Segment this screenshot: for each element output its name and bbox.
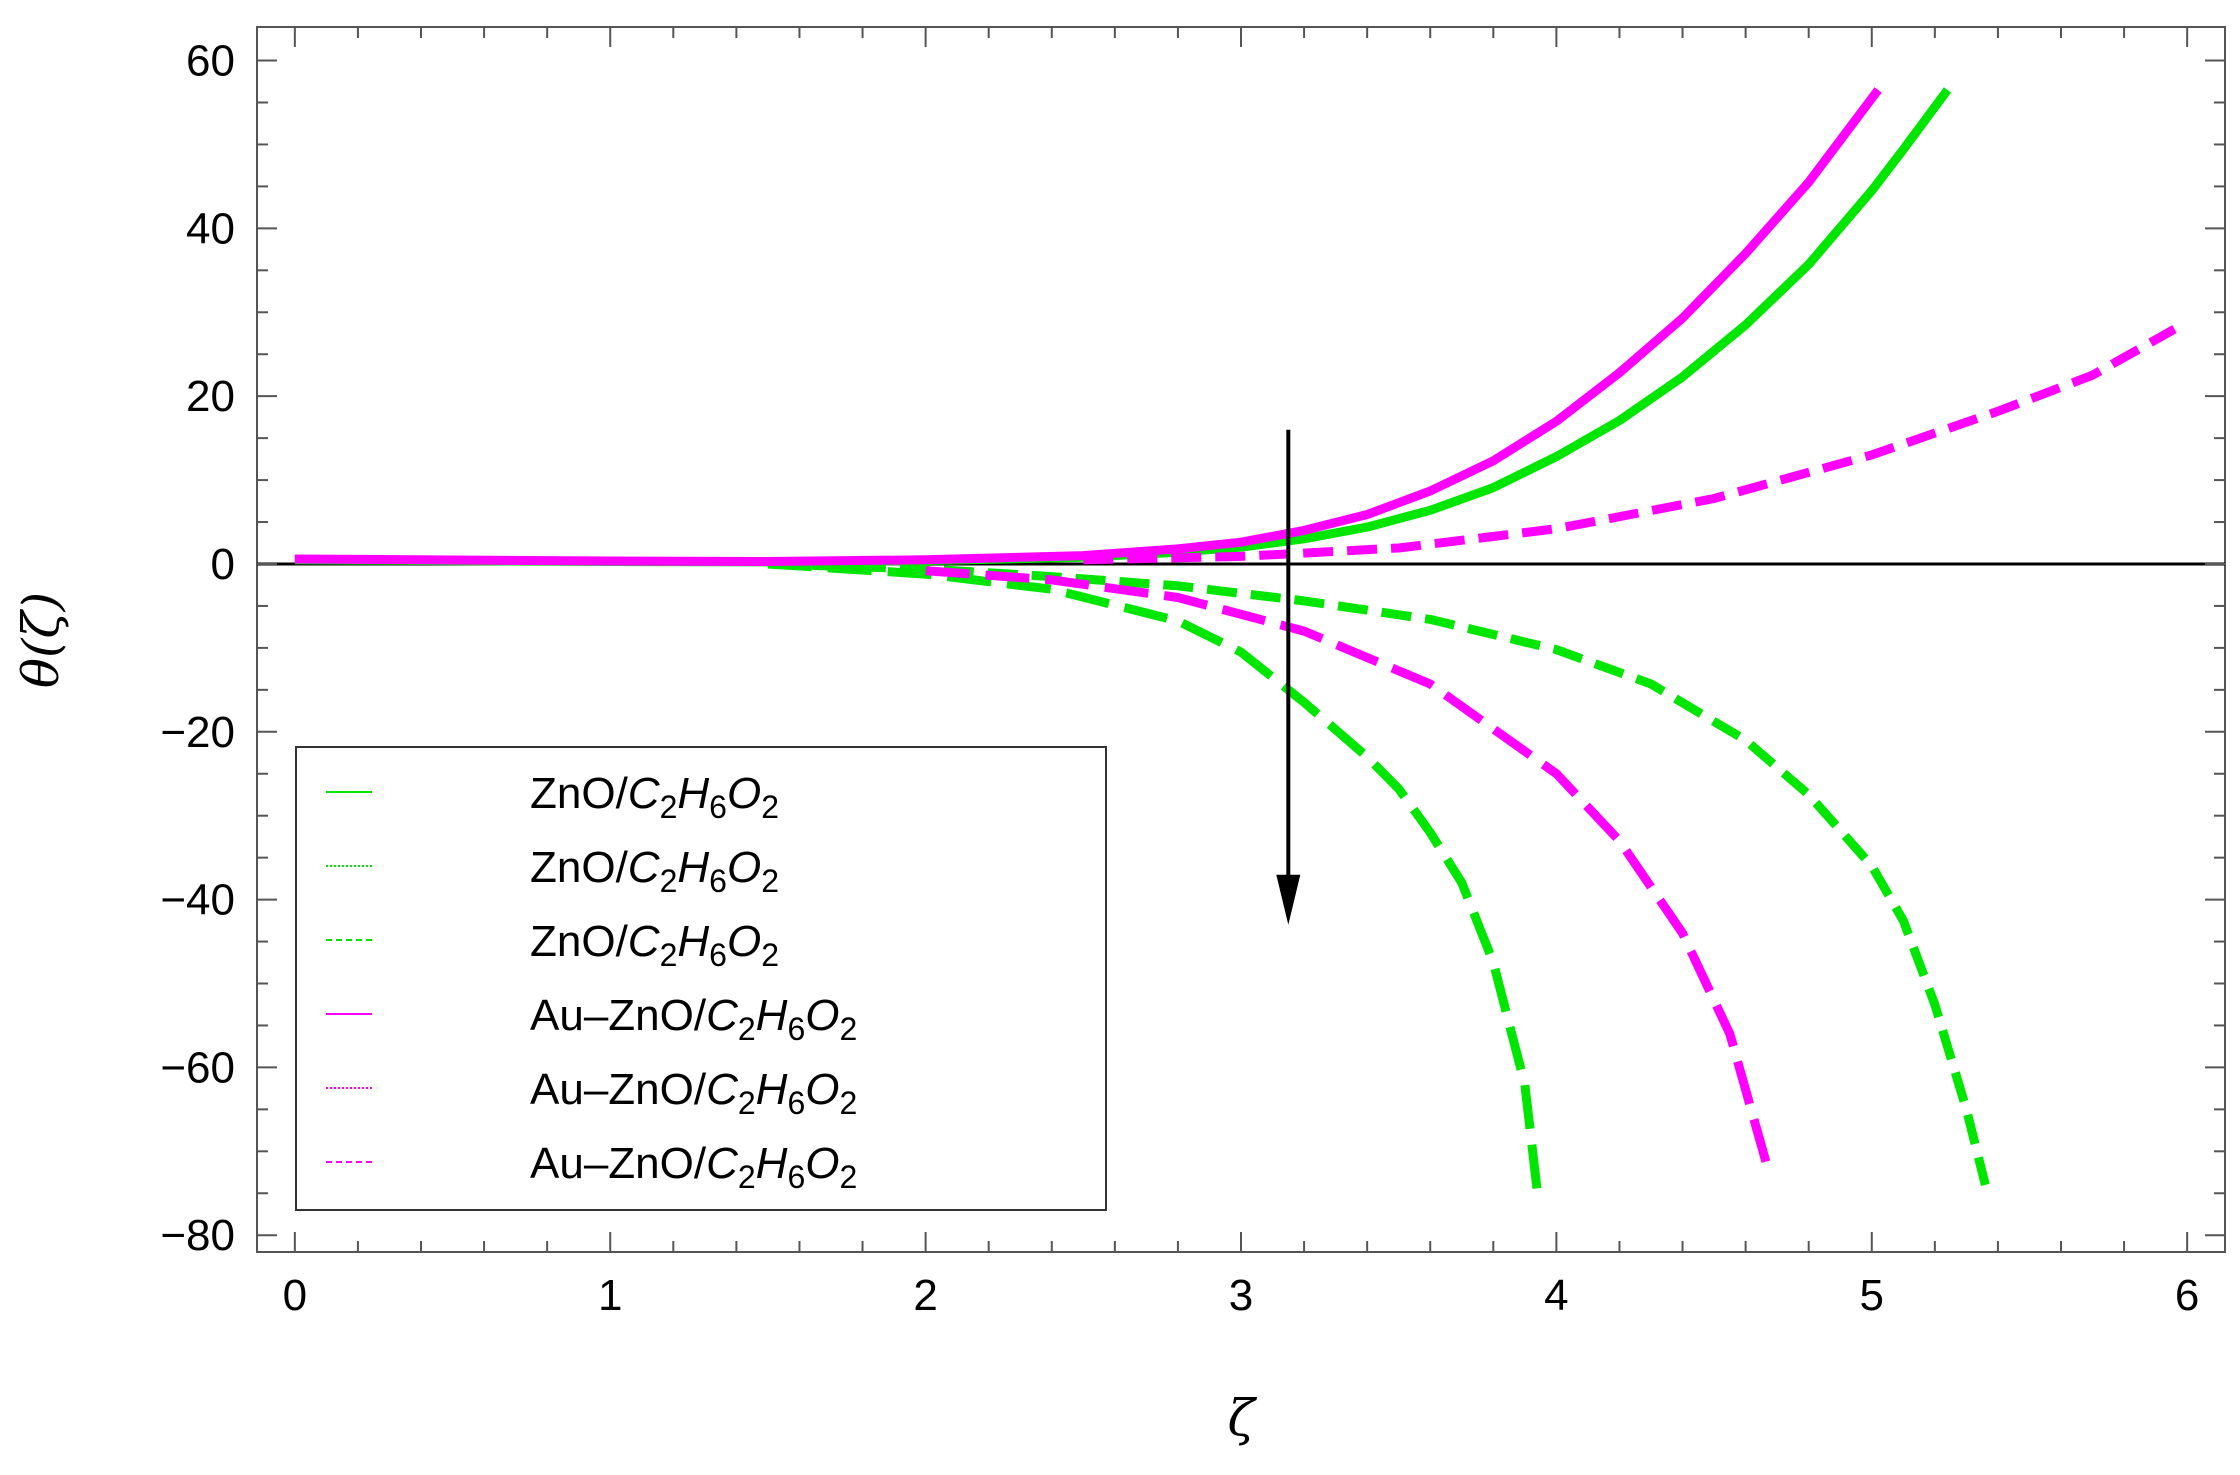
y-tick-label: 20 [186,372,235,421]
y-tick-label: 0 [211,540,235,589]
y-axis-title: θ(ζ) [12,592,70,688]
legend-label-5: Au–ZnO/C2H6O2 [530,1065,857,1121]
legend-label-3: ZnO/C2H6O2 [530,917,779,973]
legend-label-2: ZnO/C2H6O2 [530,843,779,899]
x-tick-label: 4 [1544,1271,1568,1320]
y-tick-label: −40 [160,876,235,925]
arrow-head [1276,874,1301,925]
legend-label-4: Au–ZnO/C2H6O2 [530,991,857,1047]
x-axis-title: ζ [1227,1389,1257,1447]
x-tick-label: 0 [283,1271,307,1320]
x-tick-label: 1 [598,1271,622,1320]
x-tick-label: 5 [1860,1271,1884,1320]
y-tick-label: −20 [160,708,235,757]
series-line-4 [294,87,1882,566]
series-line-6 [925,566,1773,1170]
y-tick-label: −80 [160,1211,235,1260]
x-tick-label: 6 [2175,1271,2199,1320]
x-tick-label: 2 [913,1271,937,1320]
legend-label-6: Au–ZnO/C2H6O2 [530,1139,857,1195]
y-tick-label: −60 [160,1043,235,1092]
legend-label-1: ZnO/C2H6O2 [530,769,779,825]
series-line-5 [1083,325,2177,565]
x-tick-label: 3 [1229,1271,1253,1320]
y-tick-label: 40 [186,204,235,253]
series-line-2 [767,559,1990,1186]
y-tick-label: 60 [186,37,235,86]
series-line-1 [294,87,1952,567]
legend-box [295,746,1107,1211]
